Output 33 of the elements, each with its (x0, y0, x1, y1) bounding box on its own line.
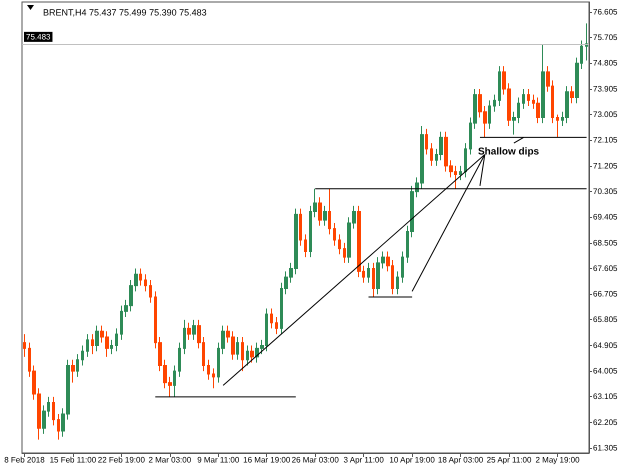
y-tick-label: 70.305 (593, 186, 618, 196)
annotation: Shallow dips (478, 146, 540, 158)
ref-line-label: 75.483 (26, 32, 52, 42)
x-tick-label: 9 Mar 11:00 (197, 456, 240, 464)
x-tick-label: 15 Feb 11:00 (50, 456, 97, 464)
x-tick-label: 2 Mar 03:00 (148, 456, 192, 464)
y-tick-label: 63.105 (593, 392, 618, 402)
y-tick-label: 67.605 (593, 264, 618, 273)
y-tick-label: 62.205 (593, 418, 618, 427)
y-tick-label: 71.205 (593, 161, 618, 170)
x-tick-label: 25 Apr 11:00 (486, 456, 532, 464)
text: BRENT,H4 75.437 75.499 75.390 75.483 (43, 8, 207, 18)
x-tick-label: 8 Feb 2018 (4, 456, 46, 464)
y-tick-label: 65.805 (593, 315, 618, 324)
y-tick-label: 73.905 (593, 84, 618, 94)
y-tick-label: 75.705 (593, 32, 618, 42)
x-tick-label: 18 Apr 03:00 (438, 456, 484, 464)
y-tick-label: 74.805 (593, 58, 618, 68)
y-tick-label: 69.405 (593, 212, 618, 222)
y-tick-label: 76.605 (593, 7, 618, 16)
y-tick-label: 64.005 (593, 366, 618, 376)
x-tick-label: 16 Mar 19:00 (243, 456, 291, 464)
x-tick-label: 2 May 19:00 (535, 456, 580, 464)
x-tick-label: 3 Apr 11:00 (343, 456, 384, 464)
y-tick-label: 73.005 (593, 110, 618, 119)
y-tick-label: 66.705 (593, 290, 618, 299)
x-tick-label: 26 Mar 03:00 (292, 456, 340, 464)
x-tick-label: 10 Apr 19:00 (389, 456, 436, 464)
y-tick-label: 61.305 (593, 444, 618, 453)
y-tick-label: 72.105 (593, 136, 618, 145)
y-tick-label: 64.905 (593, 340, 618, 350)
y-tick-label: 68.505 (593, 238, 618, 248)
x-tick-label: 22 Feb 19:00 (98, 456, 146, 464)
